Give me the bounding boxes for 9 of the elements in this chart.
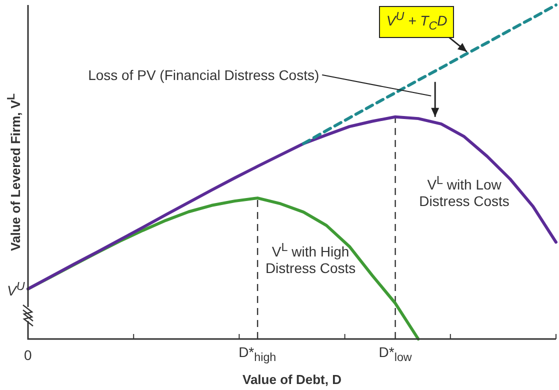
x-axis-title: Value of Debt, D <box>242 372 342 388</box>
text: V$^{U}$ <box>7 278 25 299</box>
x-tick-label: D*$_{low}$ <box>378 344 412 366</box>
series-label: V$^{L}$ with High Distress Costs <box>264 240 357 276</box>
annotation: Loss of PV (Financial Distress Costs) <box>88 66 320 83</box>
series-label: V$^{L}$ with Low Distress Costs <box>418 172 510 209</box>
series-label: V$^{U}$ + T$_{C}$D <box>379 6 454 38</box>
x-tick-label: 0 <box>24 347 32 363</box>
x-tick-label: D*$_{high}$ <box>238 344 276 366</box>
